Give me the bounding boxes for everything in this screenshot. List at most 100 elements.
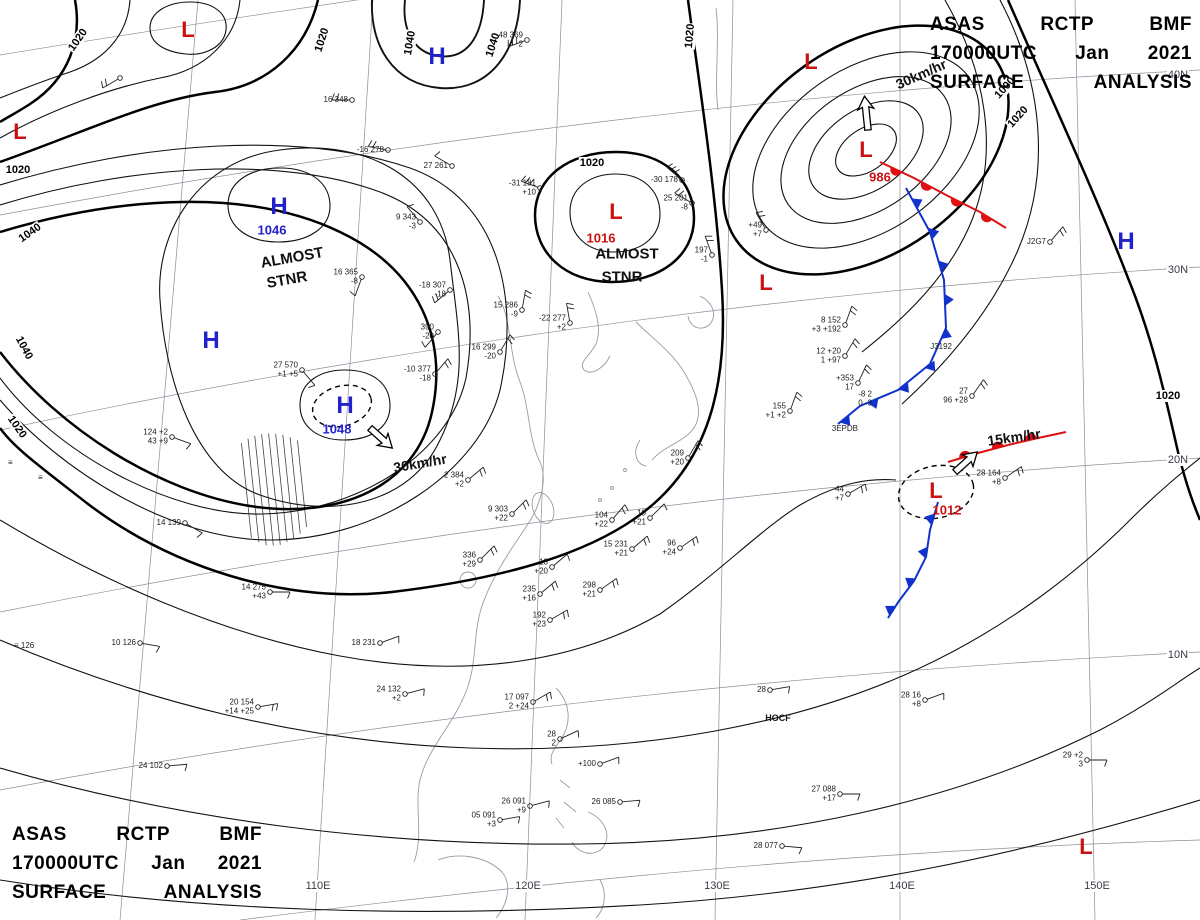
station-circle xyxy=(164,763,170,769)
wind-barb-tick xyxy=(1062,226,1067,233)
station-circle xyxy=(609,517,615,523)
station-circle xyxy=(837,791,843,797)
station-circle xyxy=(767,687,773,693)
wind-barb-tick xyxy=(435,293,439,301)
wind-barb xyxy=(553,553,568,566)
wind-barb xyxy=(368,146,386,151)
wind-barb-tick xyxy=(755,211,763,214)
wind-barb-tick xyxy=(551,583,555,591)
wind-barb-tick xyxy=(643,538,647,546)
wind-barb xyxy=(186,523,203,534)
movement-arrow xyxy=(856,94,876,132)
wind-barb-tick xyxy=(482,466,487,474)
wind-barb-tick xyxy=(518,816,521,824)
wind-barb-tick xyxy=(980,383,986,390)
station-circle xyxy=(685,455,691,461)
wind-barb-tick xyxy=(548,800,550,808)
station-circle xyxy=(855,380,861,386)
station-circle xyxy=(647,515,653,521)
wind-barb xyxy=(469,466,484,479)
title-line-3: SURFACE ANALYSIS xyxy=(12,882,262,903)
wind-barb-tick xyxy=(287,591,291,599)
wind-barb xyxy=(688,440,699,457)
wind-barb-tick xyxy=(673,169,680,174)
wind-barb xyxy=(260,703,278,708)
station-circle xyxy=(530,699,536,705)
wind-barb-tick xyxy=(185,443,192,450)
wind-barb xyxy=(927,692,944,700)
wind-barb xyxy=(633,535,648,548)
wind-barb-tick xyxy=(851,305,858,312)
wind-barb xyxy=(424,333,437,348)
station-circle xyxy=(549,564,555,570)
wind-barb xyxy=(354,279,362,296)
wind-barb xyxy=(973,379,984,395)
station-circle xyxy=(299,367,305,373)
wind-barb-tick xyxy=(421,341,426,348)
wind-barb xyxy=(303,371,316,386)
station-circle xyxy=(477,557,483,563)
station-circle xyxy=(435,329,441,335)
wind-barb-tick xyxy=(864,368,870,375)
wind-barb-tick xyxy=(864,483,867,491)
wind-barb xyxy=(513,499,527,513)
station-circle xyxy=(567,320,573,326)
wind-barb-tick xyxy=(852,342,858,349)
station-circle xyxy=(527,803,533,809)
wind-barb xyxy=(845,306,853,323)
wind-barb-tick xyxy=(349,290,356,297)
wind-barb-tick xyxy=(493,545,498,553)
hatch-area xyxy=(241,433,307,546)
title-line-2: 170000UTC Jan 2021 xyxy=(12,853,262,874)
wind-barb xyxy=(534,691,551,702)
wind-barb-tick xyxy=(406,203,414,208)
movement-ellipse xyxy=(311,384,373,428)
wind-barb xyxy=(681,536,697,547)
station-circle xyxy=(509,511,515,517)
wind-barb xyxy=(849,483,866,494)
wind-barb xyxy=(502,816,520,821)
cold-front-triangle xyxy=(924,360,936,372)
station-circle xyxy=(922,697,928,703)
title-line-3: SURFACE ANALYSIS xyxy=(930,72,1192,93)
cold-front-triangle xyxy=(885,605,896,616)
wind-barb-tick xyxy=(525,289,532,295)
wind-barb xyxy=(434,291,449,304)
cold-front-triangle xyxy=(898,381,909,393)
wind-barb-tick xyxy=(983,379,988,386)
wind-barb-tick xyxy=(336,93,340,101)
wind-barb xyxy=(102,78,119,89)
wind-barb-tick xyxy=(1059,229,1064,237)
station-circle xyxy=(519,307,525,313)
station-circle xyxy=(182,520,188,526)
warm-front-semicircle xyxy=(920,181,933,191)
wind-barb xyxy=(566,303,571,321)
wind-barb xyxy=(704,236,712,253)
wind-barb xyxy=(613,504,626,519)
station-circle xyxy=(359,274,365,280)
warm-front-semicircle xyxy=(890,167,902,176)
cold-front-triangle xyxy=(917,546,928,559)
wind-barb xyxy=(602,756,619,764)
cold-front-triangle xyxy=(938,260,949,273)
wind-barb-tick xyxy=(524,294,531,299)
station-circle xyxy=(497,817,503,823)
wind-barb-tick xyxy=(854,338,860,345)
station-circle xyxy=(385,147,391,153)
wind-barb xyxy=(481,545,495,559)
wind-barb-tick xyxy=(663,503,668,511)
wind-barb-tick xyxy=(758,214,766,218)
station-circle xyxy=(1084,757,1090,763)
station-circle xyxy=(845,491,851,497)
wind-barb-tick xyxy=(447,358,452,365)
movement-ellipse xyxy=(897,464,975,520)
cold-front-triangle xyxy=(941,327,952,339)
wind-barb xyxy=(651,503,665,517)
station-circle xyxy=(1047,239,1053,245)
wind-barb-tick xyxy=(621,507,626,515)
wind-barb xyxy=(382,635,399,643)
wind-barb-tick xyxy=(434,151,441,157)
wind-barb xyxy=(521,290,526,308)
wind-barb xyxy=(406,206,419,221)
